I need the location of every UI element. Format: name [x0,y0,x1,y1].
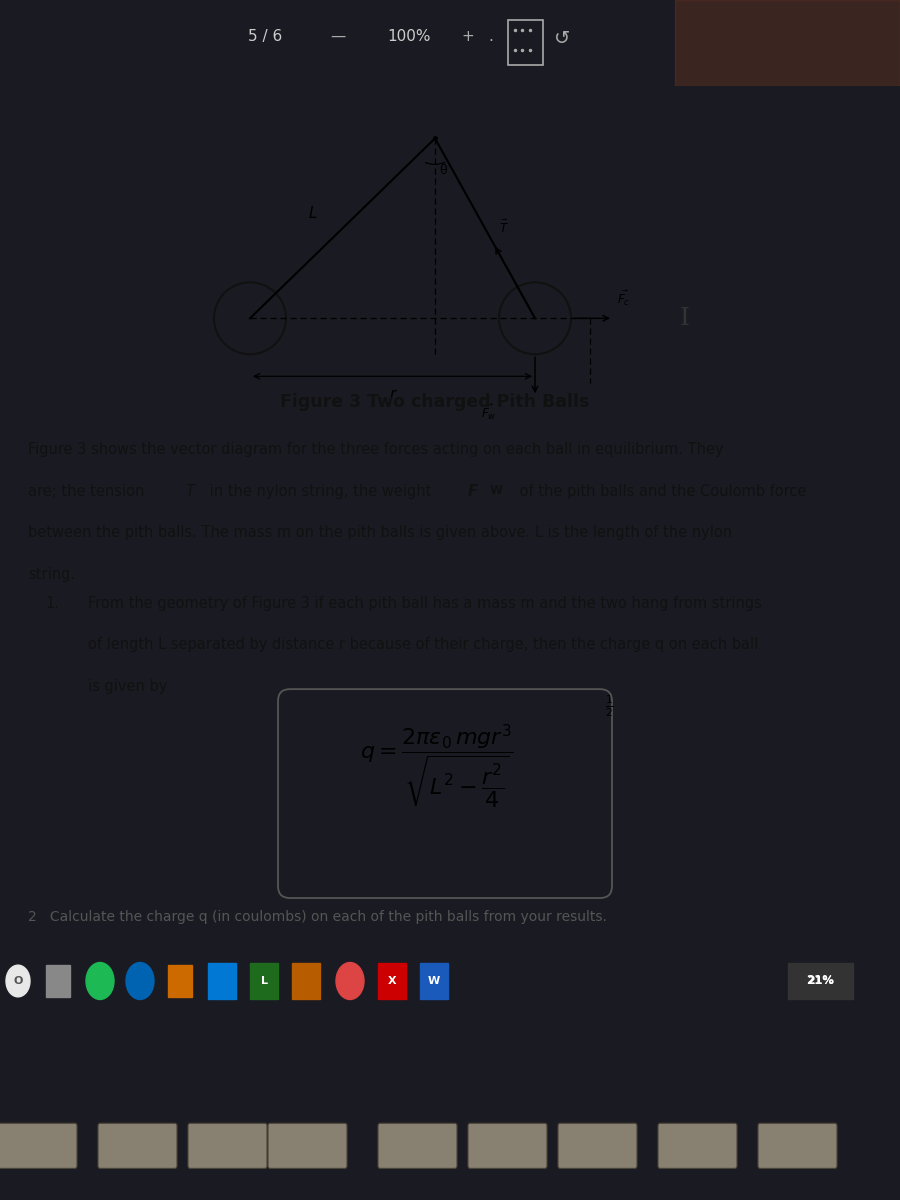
FancyBboxPatch shape [0,1123,77,1169]
Bar [788,962,853,1000]
Text: θ: θ [439,164,446,176]
Text: 1.: 1. [45,595,59,611]
Text: —: — [330,29,345,43]
Text: string.: string. [28,566,75,582]
Text: ↺: ↺ [554,29,571,48]
Bar [378,962,406,1000]
Text: .: . [488,29,493,43]
Text: L: L [260,976,267,986]
Text: X: X [388,976,396,986]
Text: I: I [680,307,690,330]
Circle shape [126,962,154,1000]
Bar [46,965,70,997]
Text: 100%: 100% [388,29,431,43]
Text: 2   Calculate the charge q (in coulombs) on each of the pith balls from your res: 2 Calculate the charge q (in coulombs) o… [28,910,607,924]
Text: L: L [308,206,317,221]
Text: is given by: is given by [88,679,167,694]
Text: F: F [468,484,478,499]
Text: W: W [490,484,503,497]
Text: of length L separated by distance r because of their charge, then the charge q o: of length L separated by distance r beca… [88,637,758,652]
Text: $\frac{1}{2}$: $\frac{1}{2}$ [605,694,614,719]
Text: Figure 3 shows the vector diagram for the three forces acting on each ball in eq: Figure 3 shows the vector diagram for th… [28,443,724,457]
Text: Figure 3 Two charged Pith Balls: Figure 3 Two charged Pith Balls [280,394,590,412]
Text: 21%: 21% [806,976,833,986]
FancyBboxPatch shape [268,1123,347,1169]
Bar [250,962,278,1000]
Bar [292,962,320,1000]
Text: r: r [390,386,396,402]
FancyBboxPatch shape [98,1123,177,1169]
FancyBboxPatch shape [658,1123,737,1169]
Circle shape [86,962,114,1000]
Text: $\vec{F_w}$: $\vec{F_w}$ [482,403,497,422]
Text: 5 / 6: 5 / 6 [248,29,283,43]
Bar [420,962,448,1000]
Text: in the nylon string, the weight: in the nylon string, the weight [205,484,436,499]
Text: T: T [185,484,193,499]
Text: +: + [462,29,474,43]
Text: From the geometry of Figure 3 if each pith ball has a mass m and the two hang fr: From the geometry of Figure 3 if each pi… [88,595,762,611]
Text: $\vec{T}$: $\vec{T}$ [499,220,508,236]
Text: W: W [428,976,440,986]
Circle shape [336,962,364,1000]
FancyBboxPatch shape [468,1123,547,1169]
Bar [675,0,900,86]
Circle shape [6,965,30,997]
FancyBboxPatch shape [758,1123,837,1169]
Bar [208,962,236,1000]
Text: of the pith balls and the Coulomb force: of the pith balls and the Coulomb force [515,484,811,499]
Text: $\vec{F_c}$: $\vec{F_c}$ [617,289,630,308]
Text: between the pith balls. The mass m on the pith balls is given above. L is the le: between the pith balls. The mass m on th… [28,526,732,540]
Text: $q = \dfrac{2\pi\varepsilon_0\, mgr^3}{\sqrt{L^2 - \dfrac{r^2}{4}}}$: $q = \dfrac{2\pi\varepsilon_0\, mgr^3}{\… [360,722,514,810]
Text: O: O [14,976,22,986]
Text: 21%: 21% [806,974,834,988]
FancyBboxPatch shape [378,1123,457,1169]
Text: are; the tension: are; the tension [28,484,149,499]
Bar [168,965,192,997]
FancyBboxPatch shape [188,1123,267,1169]
FancyBboxPatch shape [558,1123,637,1169]
